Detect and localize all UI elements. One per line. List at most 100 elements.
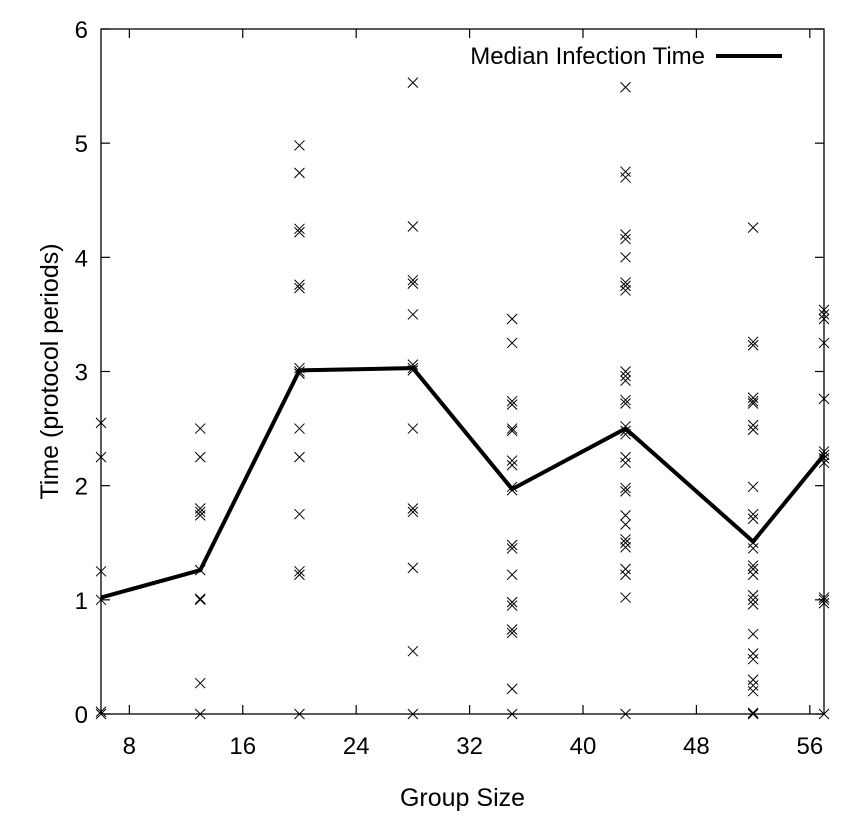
data-point-marker: [747, 560, 759, 571]
data-point-marker: [294, 423, 305, 434]
data-point-marker: [506, 624, 518, 635]
legend: Median Infection Time: [470, 43, 782, 70]
data-point-marker: [506, 395, 518, 407]
data-point-marker: [620, 541, 631, 553]
data-point-marker: [620, 280, 631, 292]
y-axis-label: Time (protocol periods): [36, 243, 64, 499]
data-point-marker: [407, 309, 419, 320]
data-point-marker: [294, 226, 305, 238]
data-point-marker: [407, 221, 419, 232]
data-point-marker: [294, 451, 305, 463]
data-point-marker: [620, 509, 631, 521]
data-point-marker: [506, 425, 518, 437]
data-point-marker: [747, 481, 759, 493]
data-point-marker: [506, 539, 518, 551]
data-point-marker: [294, 279, 305, 291]
data-point-marker: [620, 285, 631, 296]
data-point-marker: [747, 339, 759, 351]
x-tick-label: 16: [229, 733, 256, 760]
y-tick-label: 1: [75, 588, 88, 615]
data-point-marker: [407, 503, 419, 514]
median-line-layer: [100, 366, 826, 600]
data-point-marker: [620, 370, 631, 382]
data-point-marker: [620, 166, 631, 178]
x-axis-label: Group Size: [400, 784, 525, 812]
data-point-marker: [194, 423, 206, 434]
data-point-marker: [620, 394, 631, 406]
x-tick-label: 8: [123, 733, 136, 760]
data-point-marker: [747, 508, 759, 520]
plot-frame: [100, 28, 825, 715]
data-point-marker: [747, 569, 759, 581]
data-point-marker: [194, 594, 206, 606]
data-point-marker: [747, 653, 759, 665]
data-point-marker: [506, 600, 518, 611]
data-point-marker: [620, 482, 631, 494]
data-point-marker: [747, 628, 759, 640]
scatter-markers: [95, 77, 830, 720]
data-point-marker: [620, 366, 631, 377]
data-point-marker: [194, 451, 206, 463]
y-tick-label: 3: [75, 360, 88, 387]
data-point-marker: [620, 172, 631, 183]
data-point-marker: [620, 229, 631, 240]
data-point-marker: [747, 680, 759, 691]
data-point-marker: [506, 543, 518, 554]
data-point-marker: [620, 457, 631, 469]
x-tick-label: 48: [683, 733, 710, 760]
data-point-marker: [407, 423, 419, 434]
data-point-marker: [407, 77, 419, 89]
data-point-marker: [620, 81, 631, 93]
data-point-marker: [747, 685, 759, 697]
data-point-marker: [294, 223, 305, 235]
data-point-marker: [294, 508, 305, 520]
data-point-marker: [407, 645, 419, 657]
data-point-marker: [506, 459, 518, 471]
data-point-marker: [620, 398, 631, 409]
data-point-marker: [747, 336, 759, 348]
data-point-marker: [620, 233, 631, 245]
data-point-marker: [294, 565, 305, 577]
data-point-marker: [620, 486, 631, 497]
data-point-marker: [620, 563, 631, 575]
data-point-marker: [506, 683, 518, 695]
data-point-marker: [194, 593, 206, 605]
y-tick-label: 2: [75, 474, 88, 501]
data-point-marker: [620, 592, 631, 603]
data-point-marker: [506, 423, 518, 434]
data-point-marker: [747, 648, 759, 659]
y-tick-label: 0: [75, 702, 88, 729]
data-point-marker: [620, 251, 631, 263]
y-tick-label: 4: [75, 245, 88, 272]
data-point-marker: [747, 419, 759, 431]
data-point-marker: [506, 313, 518, 325]
data-point-marker: [506, 399, 518, 410]
data-point-marker: [747, 594, 759, 606]
data-point-marker: [747, 513, 759, 525]
data-point-marker: [747, 222, 759, 234]
data-point-marker: [747, 398, 759, 409]
data-point-marker: [294, 569, 305, 581]
x-tick-label: 40: [570, 733, 597, 760]
data-point-marker: [294, 167, 305, 179]
legend-label: Median Infection Time: [470, 43, 705, 70]
data-point-marker: [506, 569, 518, 581]
data-point-marker: [506, 596, 518, 608]
y-tick-label: 6: [75, 17, 88, 44]
data-point-marker: [407, 562, 419, 574]
data-point-marker: [294, 282, 305, 294]
data-point-marker: [194, 506, 206, 518]
data-point-marker: [747, 563, 759, 575]
data-point-marker: [620, 451, 631, 463]
data-point-marker: [747, 543, 759, 554]
data-point-marker: [747, 395, 759, 407]
data-point-marker: [407, 506, 419, 518]
x-tick-label: 32: [456, 733, 483, 760]
data-point-marker: [620, 519, 631, 530]
data-point-marker: [747, 707, 759, 719]
data-point-marker: [747, 392, 759, 404]
data-point-marker: [620, 569, 631, 581]
data-point-marker: [620, 277, 631, 288]
